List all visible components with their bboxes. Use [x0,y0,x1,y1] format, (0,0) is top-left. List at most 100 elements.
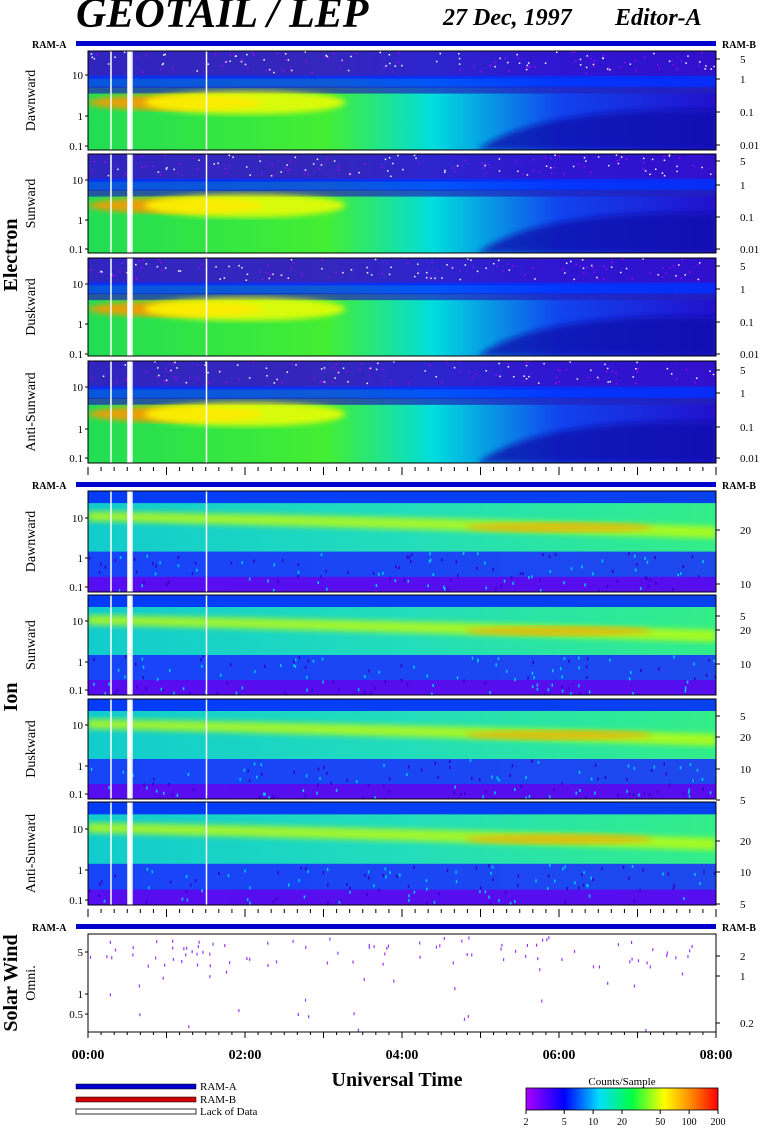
right-tick-label: 10 [740,764,752,776]
panel-frame [87,360,717,464]
colorbar-gradient [525,1087,719,1111]
left-tick-label: 0.5 [69,1009,83,1021]
x-tick-label: 06:00 [543,1048,576,1063]
legend-swatch-ram-a [75,1083,197,1090]
data-gap [205,491,208,592]
right-tick-label: 1 [740,180,746,192]
panel-frame [87,153,717,254]
direction-label: Omni. [24,965,39,1000]
right-tick-label: 10 [740,867,752,879]
right-tick-label: 5 [740,54,746,66]
legend-label: RAM-A [200,1081,237,1093]
colorbar-tick-label: 5 [562,1117,567,1128]
data-gap [205,361,208,463]
left-tick-label: 10 [72,824,84,836]
left-tick-label: 1 [78,657,84,669]
group-label-electron: Electron [0,219,22,292]
left-tick-label: 10 [72,70,84,82]
x-tick-label: 04:00 [386,1048,419,1063]
x-tick-label: 02:00 [229,1048,262,1063]
data-gap [131,51,133,150]
right-tick-label: 0.01 [740,349,759,361]
left-tick-label: 0.1 [69,685,83,697]
ram-bar-ion: RAM-A RAM-B [32,481,756,492]
left-tick-label: 0.1 [69,453,83,465]
colorbar-tick-label: 2 [524,1117,529,1128]
left-tick-label: 1 [78,553,84,565]
right-tick-label: 0.1 [740,422,754,434]
panel-ion-dawnward: 10 1 0.1 20 10 5 Dawnward [24,490,752,623]
legend-swatch-ram-b [75,1096,197,1103]
ram-a-label: RAM-A [32,481,67,492]
right-tick-label: 5 [740,156,746,168]
left-tick-label: 0.1 [69,582,83,594]
panel-frame [87,490,717,593]
data-gap [205,595,208,695]
left-tick-label: 1 [78,761,84,773]
ram-bar [76,482,716,487]
direction-label: Duskward [24,720,39,778]
panel-frame [87,50,717,151]
right-tick-label: 1 [740,971,746,983]
right-tick-label: 10 [740,579,752,591]
ram-bar-solar-wind: RAM-A RAM-B [32,923,756,934]
right-tick-label: 20 [740,732,752,744]
panel-ion-duskward: 10 1 0.1 20 10 5 Duskward [24,698,752,807]
panel-electron-sunward: 10 1 0.1 5 1 0.1 0.01 Sunward [24,153,759,256]
right-tick-label: 5 [740,261,746,273]
panel-frame [87,594,717,696]
direction-label: Anti-Sunward [24,814,39,893]
group-label-solar-wind: Solar Wind [0,934,22,1031]
panel-ion-sunward: 10 1 0.1 20 10 5 Sunward [24,594,752,723]
colorbar: Counts/Sample 2 5 10 20 50 100 200 [524,1076,726,1128]
right-tick-label: 20 [740,625,752,637]
left-tick-label: 0.1 [69,895,83,907]
legend-label: Lack of Data [200,1106,258,1118]
group-label-ion: Ion [0,683,22,712]
data-gap [127,595,132,695]
x-tick-label: 00:00 [72,1048,105,1063]
direction-label: Dawnward [24,70,39,131]
left-tick-label: 0.1 [69,141,83,153]
left-tick-label: 1 [78,319,84,331]
left-tick-label: 1 [78,215,84,227]
ram-bar [76,41,716,46]
panel-electron-duskward: 10 1 0.1 5 1 0.1 0.01 Duskward [24,257,759,361]
legend-swatch-no-data [75,1108,197,1115]
panel-electron-anti-sunward: 10 1 0.1 5 1 0.1 0.01 Anti-Sunward [24,360,759,465]
data-gap [110,491,112,592]
data-gap [205,802,208,905]
data-gap [110,258,112,356]
left-tick-label: 10 [72,175,84,187]
left-tick-label: 1 [78,865,84,877]
ram-a-label: RAM-A [32,923,67,934]
right-tick-label: 0.1 [740,107,754,119]
data-gap [131,361,133,463]
left-tick-label: 10 [72,382,84,394]
panel-frame [87,257,717,357]
left-tick-label: 10 [72,720,84,732]
right-tick-label: 0.01 [740,140,759,152]
data-gap [205,699,208,799]
left-tick-label: 1 [78,111,84,123]
panel-ion-anti-sunward: 10 1 0.1 20 10 5 Anti-Sunward [24,801,752,911]
data-gap [110,154,112,253]
left-tick-label: 1 [78,424,84,436]
colorbar-tick-label: 50 [655,1117,665,1128]
left-tick-label: 10 [72,513,84,525]
legend-label: RAM-B [200,1094,236,1106]
x-tick-label: 08:00 [700,1048,733,1063]
direction-label: Duskward [24,278,39,336]
left-tick-label: 10 [72,279,84,291]
instrument-title: GEOTAIL / LEP [76,0,369,37]
ram-legend: RAM-A RAM-B Lack of Data [75,1081,258,1118]
ram-b-label: RAM-B [722,481,756,492]
left-tick-label: 5 [78,947,84,959]
direction-label: Dawnward [24,511,39,572]
right-tick-label: 2 [740,951,746,963]
left-tick-label: 10 [72,616,84,628]
data-gap [131,699,133,799]
panel-frame [87,801,717,906]
right-tick-label: 0.2 [740,1018,754,1030]
